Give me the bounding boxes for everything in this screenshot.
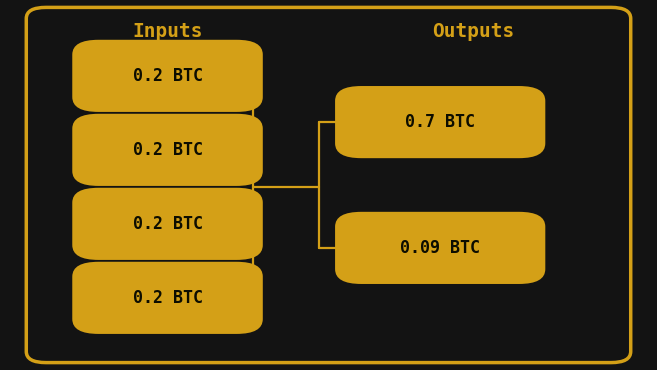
Text: 0.2 BTC: 0.2 BTC <box>133 67 202 85</box>
FancyBboxPatch shape <box>72 188 263 260</box>
FancyBboxPatch shape <box>72 40 263 112</box>
FancyBboxPatch shape <box>335 86 545 158</box>
FancyBboxPatch shape <box>72 114 263 186</box>
Text: 0.7 BTC: 0.7 BTC <box>405 113 475 131</box>
Text: 0.2 BTC: 0.2 BTC <box>133 289 202 307</box>
FancyBboxPatch shape <box>335 212 545 284</box>
FancyBboxPatch shape <box>72 262 263 334</box>
Text: 0.2 BTC: 0.2 BTC <box>133 141 202 159</box>
Text: Inputs: Inputs <box>132 22 203 41</box>
Text: 0.09 BTC: 0.09 BTC <box>400 239 480 257</box>
Text: Outputs: Outputs <box>432 22 514 41</box>
Text: 0.2 BTC: 0.2 BTC <box>133 215 202 233</box>
